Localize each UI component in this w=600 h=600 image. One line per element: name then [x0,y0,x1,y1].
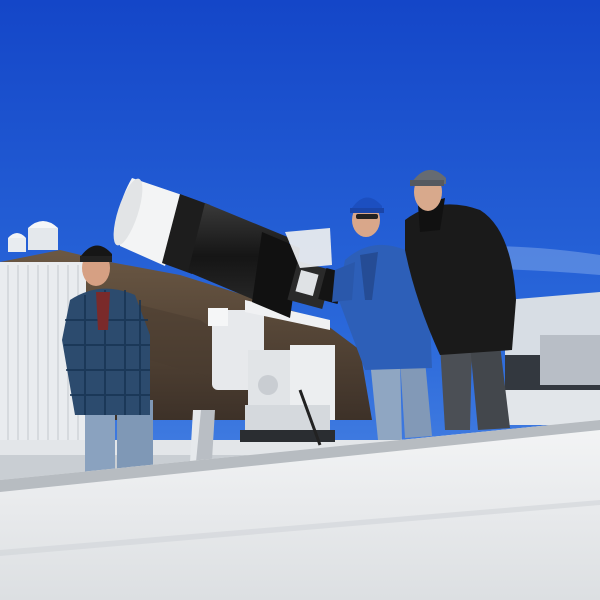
distant-observatory [8,221,58,252]
person-left-plaid-shirt [62,245,153,476]
person-right-black-jacket [405,169,516,430]
right-structures [500,292,600,425]
person-middle-blue-jacket [332,197,432,440]
telescope [113,178,346,318]
front-parapet [0,420,600,600]
